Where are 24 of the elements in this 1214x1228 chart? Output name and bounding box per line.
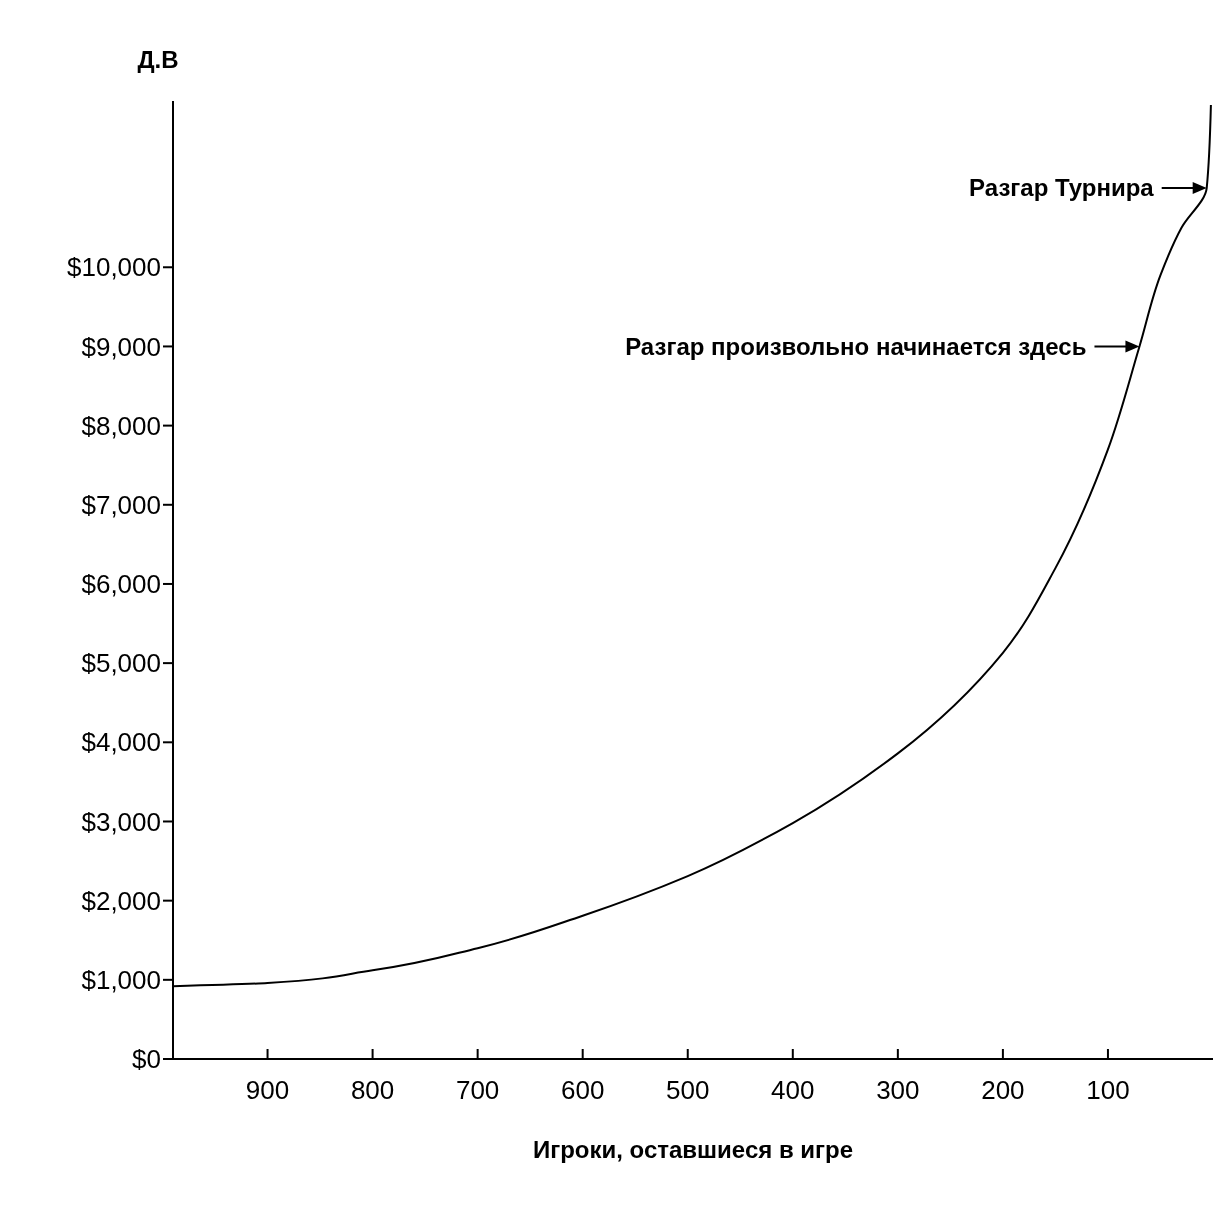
x-tick-label: 300 <box>876 1075 920 1105</box>
x-axis-title: Игроки, оставшиеся в игре <box>532 1136 854 1163</box>
y-tick-label: $5,000 <box>81 648 161 679</box>
x-tick-label: 100 <box>1086 1075 1130 1105</box>
x-tick-label: 400 <box>771 1075 815 1105</box>
x-tick-label: 900 <box>245 1075 290 1105</box>
annotation: Разгар Турнира <box>969 174 1155 202</box>
x-tick-label: 600 <box>561 1075 605 1105</box>
annotation: Разгар произвольно начинается здесь <box>625 332 1087 360</box>
y-tick-label: $10,000 <box>67 252 161 283</box>
x-tick-label: 700 <box>455 1075 500 1105</box>
y-tick-label: $2,000 <box>81 885 161 916</box>
y-tick-label: $7,000 <box>81 489 161 520</box>
y-tick-label: $0 <box>132 1044 161 1075</box>
y-tick-label: $6,000 <box>81 569 161 600</box>
y-tick-label: $4,000 <box>81 727 161 758</box>
y-tick-label: $3,000 <box>81 806 161 837</box>
x-tick-label: 500 <box>666 1075 710 1105</box>
x-tick-label: 200 <box>981 1075 1025 1105</box>
y-tick-label: $8,000 <box>81 410 161 441</box>
y-tick-label: $9,000 <box>81 331 161 362</box>
y-axis-title: Д.В <box>137 46 179 73</box>
x-tick-label: 800 <box>350 1075 395 1105</box>
y-tick-label: $1,000 <box>81 964 161 995</box>
